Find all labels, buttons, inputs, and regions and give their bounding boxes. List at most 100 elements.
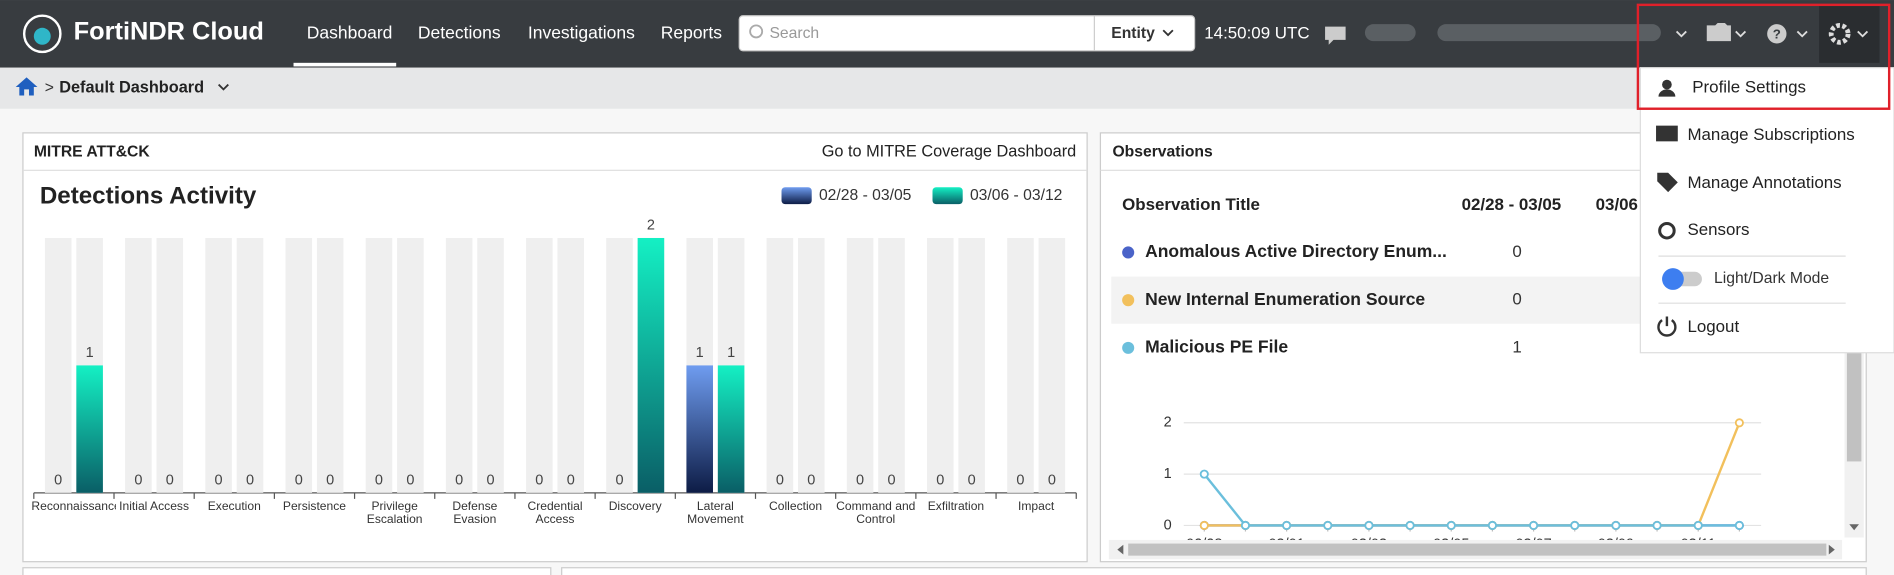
bar-background — [798, 237, 825, 493]
menu-item[interactable]: Manage Subscriptions — [1687, 125, 1854, 144]
x-tick-label: Credential Access — [527, 500, 583, 527]
nav-item[interactable]: Detections — [418, 22, 501, 42]
menu-item[interactable]: Sensors — [1687, 220, 1749, 239]
legend-label: 03/06 - 03/12 — [970, 187, 1062, 204]
h-scroll-thumb[interactable] — [1128, 543, 1827, 556]
chevron[interactable] — [217, 83, 229, 91]
x-tick-label: Reconnaissance — [31, 500, 117, 514]
x-tick-label: Collection — [769, 500, 823, 514]
menu-item[interactable]: Light/Dark Mode — [1714, 270, 1829, 287]
panel-edge — [22, 567, 552, 575]
value-label: 0 — [567, 473, 575, 489]
user-icon — [1658, 89, 1676, 97]
bar-background — [926, 237, 954, 493]
power-icon — [1657, 316, 1677, 337]
value-label: 0 — [968, 473, 976, 489]
menu-item[interactable]: Profile Settings — [1692, 78, 1806, 97]
chevron[interactable] — [1675, 30, 1687, 38]
point — [1487, 520, 1497, 530]
value-label: 0 — [535, 473, 543, 489]
value-label: 0 — [134, 473, 142, 489]
blurred-org — [1437, 24, 1661, 42]
point — [1282, 520, 1292, 530]
bar-chart: 02/28 - 03/05 03/06 - 03/12 0 1 Reconnaissan… — [31, 187, 1077, 527]
panel-link[interactable]: Go to MITRE Coverage Dashboard — [822, 143, 1077, 161]
legend-dot — [1122, 246, 1135, 259]
nav-item[interactable]: Investigations — [528, 22, 635, 42]
value-label: 0 — [326, 473, 334, 489]
help-icon[interactable] — [1767, 24, 1787, 44]
home-icon[interactable] — [15, 77, 38, 96]
scroll-arrow[interactable] — [1828, 544, 1835, 555]
value-label: 0 — [807, 473, 815, 489]
legend-dot — [1122, 294, 1135, 307]
nav-item[interactable]: Reports — [661, 22, 723, 42]
scroll-arrow[interactable] — [1849, 524, 1859, 531]
bar — [686, 365, 713, 493]
scroll-arrow[interactable] — [1117, 544, 1124, 555]
x-tick-label: Exfiltration — [927, 500, 985, 514]
observation-title: Malicious PE File — [1145, 337, 1288, 357]
x-tick-label: Privilege Escalation — [366, 500, 423, 527]
bar-background — [316, 237, 344, 493]
table-header: 03/06 — [1596, 195, 1638, 214]
bar-background — [477, 237, 504, 493]
toggle-knob[interactable] — [1662, 268, 1684, 290]
legend-label: 02/28 - 03/05 — [819, 187, 912, 204]
value-label: 0 — [455, 473, 463, 489]
value-label: 0 — [375, 473, 383, 489]
value-label: 1 — [696, 345, 704, 361]
v-scroll-thumb[interactable] — [1846, 352, 1862, 462]
x-tick-label: Lateral Movement — [687, 500, 744, 527]
bar-background — [125, 237, 152, 493]
series-line — [1203, 473, 1740, 527]
value-label: 0 — [166, 473, 174, 489]
observation-title: Anomalous Active Directory Enum... — [1145, 241, 1447, 261]
legend-dot — [1122, 341, 1135, 354]
bar-background — [365, 237, 393, 493]
x-tick-label: Discovery — [608, 500, 662, 514]
bar-background — [285, 237, 313, 493]
sensor-icon — [1658, 221, 1676, 240]
y-tick-label: 2 — [1164, 415, 1172, 431]
user-icon — [1662, 79, 1672, 90]
breadcrumb-bar — [0, 67, 1894, 109]
breadcrumb-title[interactable]: Default Dashboard — [59, 79, 204, 97]
chevron — [1796, 30, 1808, 38]
panel-edge — [561, 567, 1867, 575]
table-header: 02/28 - 03/05 — [1462, 195, 1562, 214]
row-stripe — [1111, 276, 1643, 324]
point — [1199, 520, 1209, 530]
menu-item[interactable]: Logout — [1687, 317, 1739, 336]
point — [1611, 520, 1621, 530]
camera-icon[interactable] — [1706, 22, 1731, 42]
value-label: 0 — [615, 473, 623, 489]
value-label: 1 — [727, 345, 735, 361]
x-tick-label: Defense Evasion — [452, 500, 498, 527]
entity-dropdown[interactable]: Entity — [1111, 25, 1155, 42]
observation-title: New Internal Enumeration Source — [1145, 289, 1425, 309]
table-header: Observation Title — [1122, 195, 1260, 214]
bar-background — [606, 237, 633, 493]
menu-item[interactable]: Manage Annotations — [1687, 173, 1841, 192]
nav-item[interactable]: Dashboard — [307, 22, 393, 42]
bar — [717, 365, 745, 493]
clock: 14:50:09 UTC — [1204, 23, 1309, 42]
value-label: 0 — [936, 473, 944, 489]
value-label: 0 — [246, 473, 254, 489]
search-icon — [749, 24, 764, 39]
search-box[interactable] — [738, 15, 1196, 52]
brand: FortiNDR Cloud — [74, 17, 264, 45]
point — [1199, 469, 1209, 479]
point — [1405, 520, 1415, 530]
bar-background — [156, 237, 184, 493]
legend-swatch — [781, 187, 812, 205]
bar-background — [1007, 237, 1034, 493]
value-label: 0 — [487, 473, 495, 489]
point — [1734, 520, 1744, 530]
chat-icon[interactable] — [1325, 26, 1346, 45]
x-tick-label: Execution — [207, 500, 261, 514]
bar-background — [44, 237, 72, 493]
separator: > — [45, 79, 54, 96]
